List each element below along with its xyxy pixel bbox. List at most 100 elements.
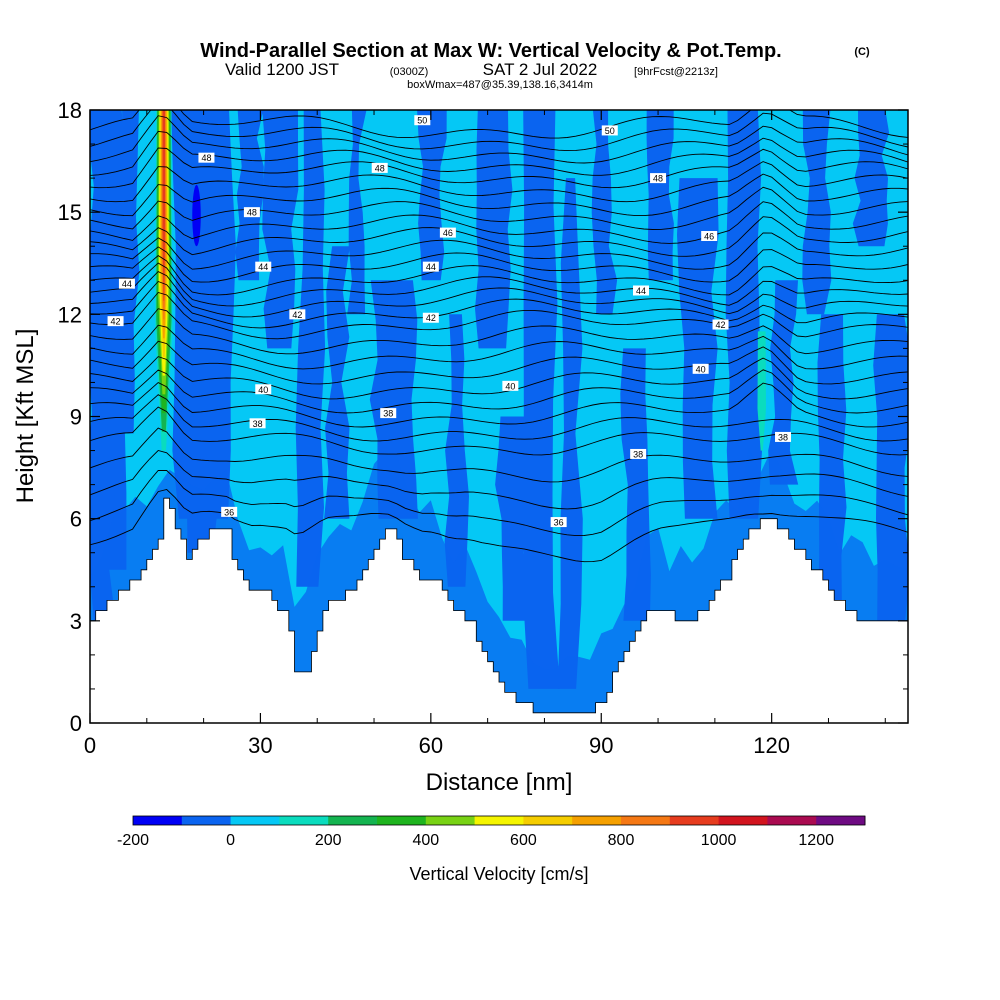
colorbar-swatch — [669, 816, 720, 825]
colorbar-frame — [132, 815, 866, 826]
contour-label-bg — [701, 231, 718, 242]
colorbar-swatch — [767, 816, 817, 825]
contour-label-text: 44 — [636, 286, 646, 296]
isentrope-line — [90, 427, 908, 483]
contour-label-bg — [630, 448, 647, 459]
colorbar-swatch — [328, 816, 378, 825]
contour-label-text: 42 — [111, 317, 121, 327]
descent-region — [184, 246, 219, 553]
contour-labels: 50 50 48 48 48 48 46 46 44 44 44 44 42 42 42 42 40 40 40 38… — [107, 115, 792, 528]
contour-label-text: 40 — [505, 381, 515, 391]
x-tick-label: 120 — [753, 733, 790, 758]
colorbar-swatch — [133, 816, 183, 825]
contour-label: 44 — [255, 261, 272, 272]
descent-region — [235, 110, 264, 281]
contour-label-bg — [243, 207, 260, 218]
contour-label-text: 42 — [426, 313, 436, 323]
contour-label-bg — [550, 517, 567, 528]
descent-region — [444, 314, 469, 587]
plot-area: 50 50 48 48 48 48 46 46 44 44 44 44 42 42 42 42 40 40 40 38… — [90, 110, 908, 723]
y-tick-label: 9 — [70, 405, 82, 430]
isentrope-line — [90, 406, 908, 456]
contour-label-text: 48 — [653, 174, 663, 184]
isentrope-line — [90, 173, 908, 217]
contour-label: 46 — [701, 231, 718, 242]
isentrope-line — [90, 291, 908, 340]
isentrope-line — [90, 161, 908, 203]
colorbar-swatch — [230, 816, 280, 825]
contour-label-text: 36 — [224, 507, 234, 517]
isentrope-line — [90, 232, 908, 270]
contour-label-bg — [650, 173, 667, 184]
colorbar-tick-label: 600 — [510, 832, 537, 849]
contour-label: 40 — [692, 363, 709, 374]
contour-label-bg — [107, 316, 124, 327]
contour-label-text: 44 — [426, 262, 436, 272]
contour-label: 36 — [550, 517, 567, 528]
contour-label: 50 — [414, 115, 431, 126]
colorbar-swatch — [718, 816, 768, 825]
contour-label: 38 — [249, 418, 266, 429]
contour-label-bg — [380, 408, 397, 419]
contour-label-bg — [712, 319, 729, 330]
contour-label: 48 — [198, 152, 215, 163]
contour-label: 36 — [221, 506, 238, 517]
x-tick-label: 90 — [589, 733, 613, 758]
contour-label-bg — [249, 418, 266, 429]
contour-label-bg — [422, 312, 439, 323]
isentrope-line — [90, 369, 908, 414]
isentrope-line — [90, 130, 908, 176]
contour-label-text: 48 — [201, 153, 211, 163]
contour-label-bg — [255, 261, 272, 272]
isentrope-line — [90, 280, 908, 329]
contour-label-bg — [198, 152, 215, 163]
colorbar-swatch — [181, 816, 232, 825]
isentrope-line — [90, 115, 908, 164]
contour-label-text: 50 — [417, 116, 427, 126]
descent-region — [677, 178, 719, 519]
valid-time-label: Valid 1200 JST — [225, 60, 339, 79]
descent-region — [522, 110, 560, 689]
colorbar: -200 0 200 400 600 800 1000 1200 — [117, 815, 866, 849]
colorbar-swatch — [816, 816, 866, 825]
contour-label-text: 46 — [443, 228, 453, 238]
isentrope-line — [90, 216, 908, 257]
valid-utc-label: (0300Z) — [390, 66, 429, 78]
descent-region — [495, 416, 532, 621]
contour-label: 38 — [775, 431, 792, 442]
contour-label-text: 38 — [633, 449, 643, 459]
contour-label-bg — [118, 278, 135, 289]
contour-label-bg — [775, 431, 792, 442]
box-wmax-label: boxWmax=487@35.39,138.16,3414m — [407, 79, 593, 91]
x-axis-title: Distance [nm] — [426, 769, 573, 796]
contour-label-bg — [289, 309, 306, 320]
y-tick-label: 18 — [58, 98, 82, 123]
isentrope-line — [90, 356, 908, 400]
copyright-mark: (C) — [854, 46, 870, 58]
colorbar-swatch — [377, 816, 427, 825]
isentrope-line — [90, 186, 908, 230]
y-tick-label: 12 — [58, 302, 82, 327]
contour-label-bg — [633, 285, 650, 296]
contour-label-text: 40 — [258, 385, 268, 395]
contour-label: 48 — [243, 207, 260, 218]
colorbar-swatch — [523, 816, 573, 825]
isentrope-line — [90, 394, 908, 442]
colorbar-swatch — [425, 816, 476, 825]
colorbar-tick-label: 400 — [412, 832, 439, 849]
descent-region — [852, 110, 890, 247]
isentrope-line — [90, 449, 908, 510]
x-tick-label: 30 — [248, 733, 272, 758]
valid-date-label: SAT 2 Jul 2022 — [483, 60, 598, 79]
contour-label-text: 38 — [253, 419, 263, 429]
contour-label-bg — [414, 115, 431, 126]
contour-label-text: 38 — [778, 432, 788, 442]
y-tick-label: 6 — [70, 507, 82, 532]
descent-region — [347, 110, 367, 315]
isentrope-line — [90, 262, 908, 307]
descent-region — [802, 110, 832, 315]
contour-label: 50 — [601, 125, 618, 136]
y-axis-title: Height [Kft MSL] — [12, 329, 39, 504]
contour-label-bg — [601, 125, 618, 136]
contour-label: 42 — [712, 319, 729, 330]
